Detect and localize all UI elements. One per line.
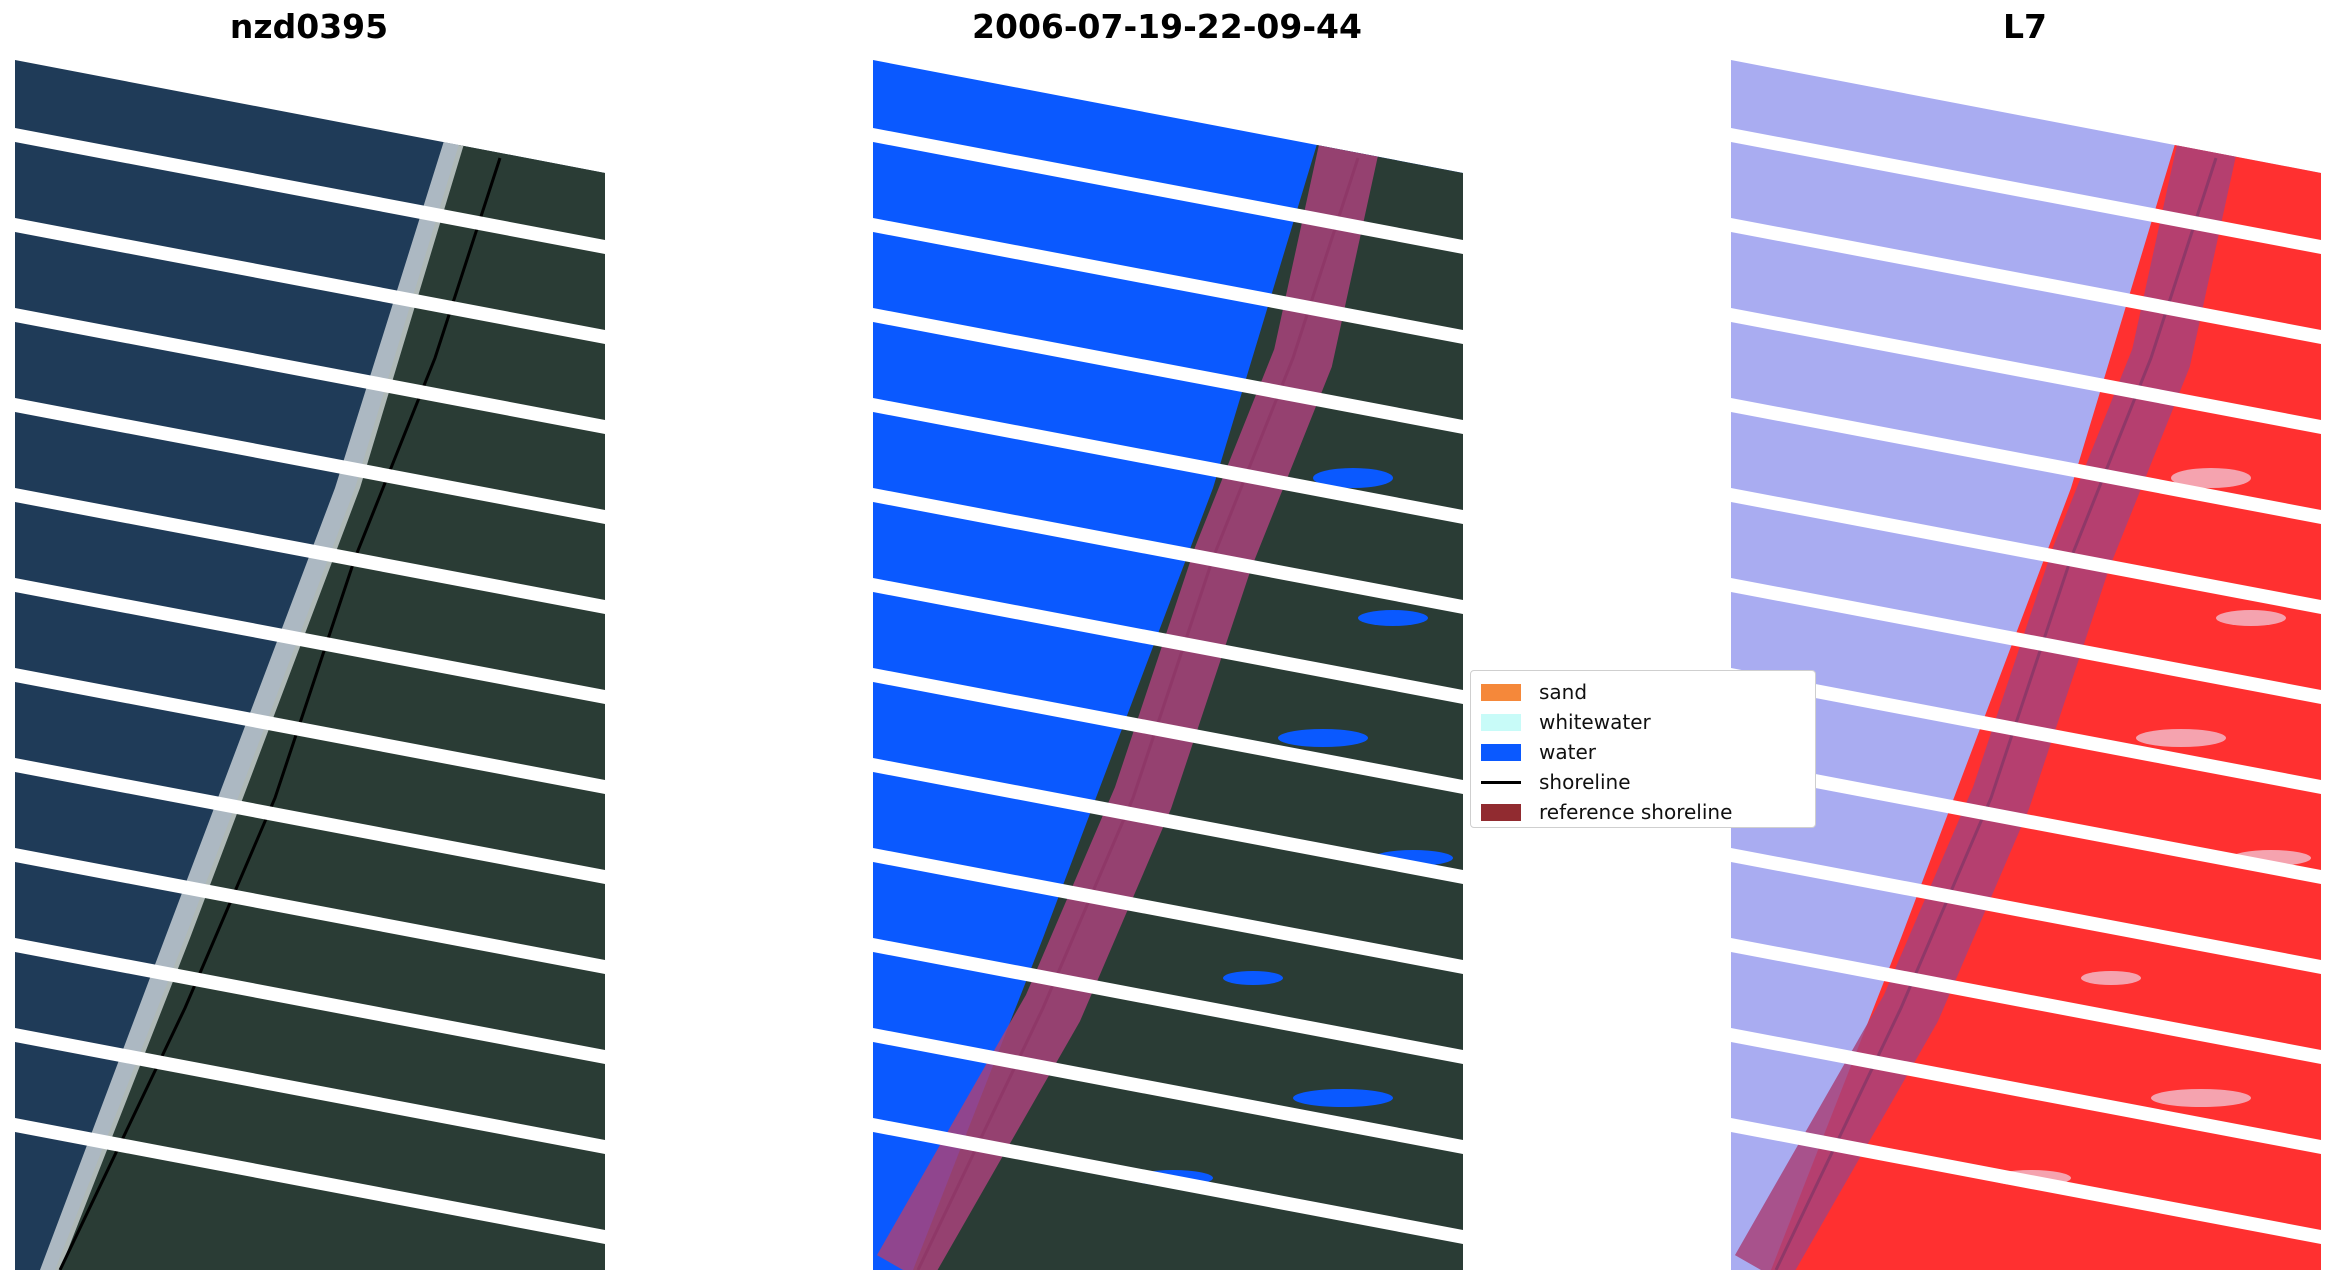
legend-label: shoreline <box>1539 770 1631 794</box>
legend-item-reference-shoreline: reference shoreline <box>1481 797 1805 827</box>
classification-panel <box>873 58 1463 1270</box>
legend-item-shoreline: shoreline <box>1481 767 1805 797</box>
panel-title-rgb: nzd0395 <box>229 7 389 46</box>
legend: sand whitewater water shoreline referenc… <box>1470 670 1816 828</box>
legend-label: water <box>1539 740 1596 764</box>
water-swatch-icon <box>1481 743 1521 761</box>
whitewater-swatch-icon <box>1481 713 1521 731</box>
legend-item-sand: sand <box>1481 677 1805 707</box>
legend-item-water: water <box>1481 737 1805 767</box>
rgb-image-panel <box>15 58 605 1270</box>
legend-label: whitewater <box>1539 710 1651 734</box>
panel-title-index: L7 <box>2003 7 2047 46</box>
legend-label: reference shoreline <box>1539 800 1733 824</box>
index-image-panel <box>1731 58 2321 1270</box>
shoreline-line-icon <box>1481 780 1521 784</box>
reference-shoreline-swatch-icon <box>1481 803 1521 821</box>
legend-label: sand <box>1539 680 1588 704</box>
panel-title-classification: 2006-07-19-22-09-44 <box>972 7 1362 46</box>
legend-item-whitewater: whitewater <box>1481 707 1805 737</box>
sand-swatch-icon <box>1481 683 1521 701</box>
